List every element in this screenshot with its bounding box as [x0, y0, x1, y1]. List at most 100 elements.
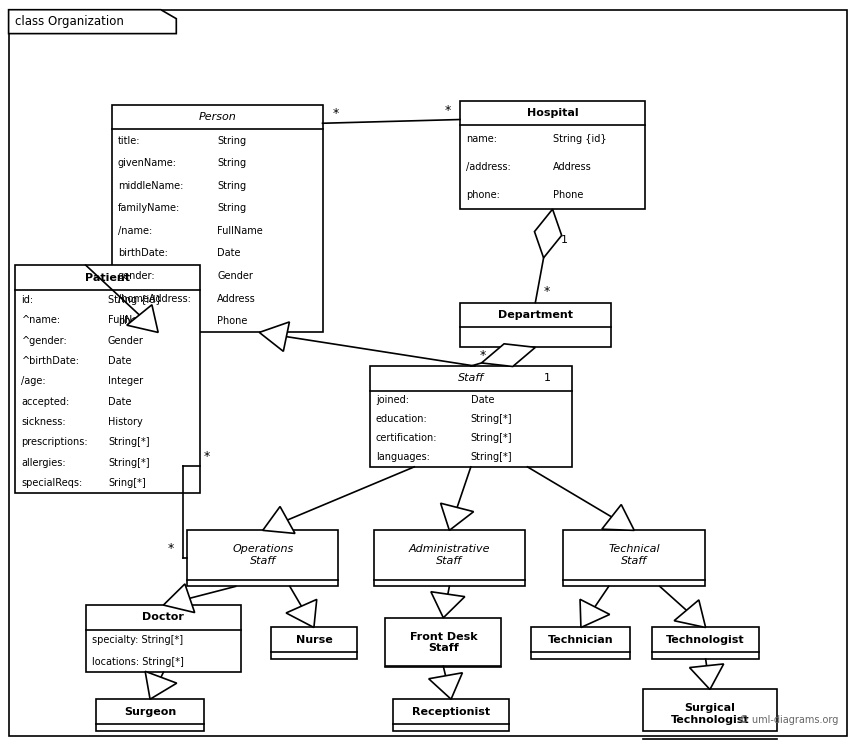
Polygon shape	[263, 506, 295, 533]
Text: *: *	[204, 450, 210, 462]
Text: Date: Date	[217, 249, 241, 258]
Text: Operations
Staff: Operations Staff	[232, 545, 293, 565]
FancyBboxPatch shape	[86, 605, 241, 672]
Text: gender:: gender:	[118, 271, 156, 281]
FancyBboxPatch shape	[370, 366, 572, 467]
Text: 1: 1	[562, 235, 568, 245]
Text: Technician: Technician	[548, 635, 614, 645]
Text: prescriptions:: prescriptions:	[22, 437, 88, 447]
Polygon shape	[145, 672, 177, 699]
Text: String[*]: String[*]	[471, 415, 513, 424]
FancyBboxPatch shape	[393, 699, 509, 731]
Text: Phone: Phone	[217, 316, 248, 326]
Text: FullName: FullName	[108, 315, 154, 325]
FancyBboxPatch shape	[460, 303, 611, 347]
Text: String[*]: String[*]	[471, 453, 513, 462]
Polygon shape	[482, 344, 535, 367]
Polygon shape	[259, 322, 290, 351]
Text: Staff: Staff	[458, 374, 484, 383]
Text: /name:: /name:	[118, 226, 152, 236]
Text: education:: education:	[376, 415, 427, 424]
Text: /address:: /address:	[466, 162, 511, 173]
Text: /homeAddress:: /homeAddress:	[118, 294, 191, 303]
Polygon shape	[674, 600, 705, 627]
Text: Front Desk
Staff: Front Desk Staff	[409, 632, 477, 653]
Text: sickness:: sickness:	[22, 417, 66, 427]
Text: String: String	[217, 158, 246, 168]
Text: givenName:: givenName:	[118, 158, 177, 168]
Polygon shape	[163, 584, 194, 613]
Text: specialReqs:: specialReqs:	[22, 478, 83, 488]
Text: Integer: Integer	[108, 376, 143, 386]
Text: Date: Date	[108, 356, 132, 366]
Text: Department: Department	[498, 310, 573, 320]
Text: *: *	[445, 104, 451, 117]
Text: birthDate:: birthDate:	[118, 249, 168, 258]
Polygon shape	[602, 504, 635, 530]
Text: *: *	[168, 542, 174, 556]
Text: /age:: /age:	[22, 376, 46, 386]
Text: FullName: FullName	[217, 226, 263, 236]
Text: String {id}: String {id}	[553, 134, 606, 144]
Text: ^birthDate:: ^birthDate:	[22, 356, 79, 366]
Text: History: History	[108, 417, 143, 427]
FancyBboxPatch shape	[460, 101, 645, 209]
FancyBboxPatch shape	[563, 530, 705, 586]
Polygon shape	[690, 664, 723, 689]
Text: Address: Address	[217, 294, 256, 303]
FancyBboxPatch shape	[112, 105, 322, 332]
Text: joined:: joined:	[376, 395, 408, 405]
Text: Phone: Phone	[553, 190, 583, 200]
Text: locations: String[*]: locations: String[*]	[92, 657, 184, 666]
Polygon shape	[534, 209, 562, 258]
Text: String: String	[217, 203, 246, 213]
FancyBboxPatch shape	[531, 627, 630, 659]
Text: middleName:: middleName:	[118, 181, 183, 190]
Text: familyName:: familyName:	[118, 203, 180, 213]
Text: allergies:: allergies:	[22, 458, 66, 468]
Text: phone:: phone:	[466, 190, 500, 200]
Polygon shape	[126, 305, 158, 332]
Text: *: *	[333, 108, 339, 120]
Text: Technical
Staff: Technical Staff	[608, 545, 660, 565]
Text: Receptionist: Receptionist	[412, 707, 490, 716]
Text: accepted:: accepted:	[22, 397, 70, 406]
FancyBboxPatch shape	[187, 530, 338, 586]
Text: Sring[*]: Sring[*]	[108, 478, 145, 488]
Text: Gender: Gender	[108, 335, 144, 346]
Text: Person: Person	[199, 112, 236, 122]
Text: specialty: String[*]: specialty: String[*]	[92, 636, 183, 645]
Text: certification:: certification:	[376, 433, 438, 443]
FancyBboxPatch shape	[271, 627, 357, 659]
Text: languages:: languages:	[376, 453, 430, 462]
Text: *: *	[480, 349, 486, 362]
Text: String {id}: String {id}	[108, 295, 162, 305]
Polygon shape	[440, 503, 474, 530]
Text: ^gender:: ^gender:	[22, 335, 67, 346]
Polygon shape	[431, 592, 464, 618]
FancyBboxPatch shape	[15, 265, 200, 493]
FancyBboxPatch shape	[643, 689, 777, 731]
Text: 1: 1	[544, 373, 551, 383]
Text: Hospital: Hospital	[526, 108, 579, 118]
Text: title:: title:	[118, 135, 140, 146]
Text: Address: Address	[553, 162, 592, 173]
Text: class Organization: class Organization	[15, 15, 125, 28]
Text: Date: Date	[471, 395, 494, 405]
Text: Nurse: Nurse	[296, 635, 332, 645]
Text: Administrative
Staff: Administrative Staff	[408, 545, 490, 565]
Text: id:: id:	[22, 295, 34, 305]
Text: Doctor: Doctor	[143, 613, 184, 622]
Polygon shape	[9, 10, 176, 34]
Text: ^name:: ^name:	[22, 315, 60, 325]
Text: String: String	[217, 135, 246, 146]
Text: Patient: Patient	[85, 273, 131, 282]
Text: String: String	[217, 181, 246, 190]
Text: Surgical
Technologist: Surgical Technologist	[671, 704, 749, 725]
Text: Surgeon: Surgeon	[124, 707, 176, 716]
FancyBboxPatch shape	[385, 618, 501, 666]
FancyBboxPatch shape	[652, 627, 759, 659]
Text: Technologist: Technologist	[666, 635, 745, 645]
Text: Gender: Gender	[217, 271, 253, 281]
Polygon shape	[286, 599, 316, 627]
